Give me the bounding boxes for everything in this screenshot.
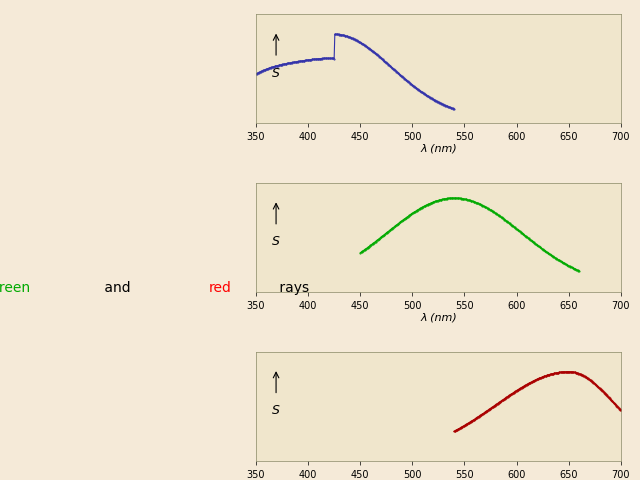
Text: red: red <box>209 281 232 295</box>
X-axis label: λ (nm): λ (nm) <box>420 312 457 323</box>
Text: and: and <box>100 281 134 295</box>
X-axis label: λ (nm): λ (nm) <box>420 144 457 154</box>
Text: S: S <box>272 404 280 417</box>
Text: S: S <box>272 235 280 249</box>
Text: green: green <box>0 281 30 295</box>
Text: S: S <box>272 67 280 80</box>
Text: rays: rays <box>275 281 309 295</box>
